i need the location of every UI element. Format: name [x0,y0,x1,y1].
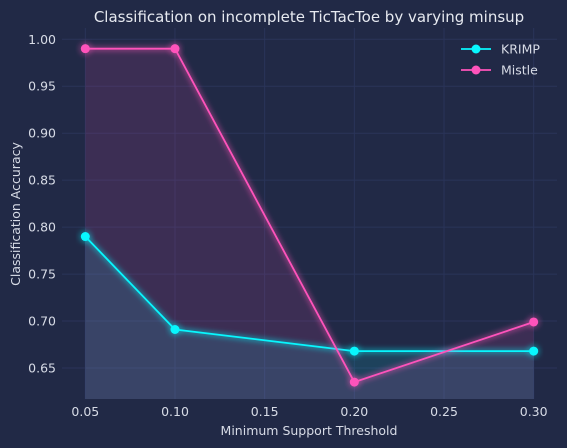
y-tick-label: 0.85 [28,173,56,188]
data-point-mistle [80,44,90,54]
legend-label-krimp: KRIMP [501,42,540,57]
chart-title: Classification on incomplete TicTacToe b… [94,8,524,26]
legend-item-krimp: KRIMP [461,42,540,57]
series-lines [83,45,535,386]
data-point-mistle [349,377,359,387]
data-point-mistle [529,317,539,327]
x-tick-label: 0.25 [430,404,458,419]
data-point-krimp [170,324,180,334]
x-tick-label: 0.20 [340,404,368,419]
y-tick-label: 0.70 [28,314,56,329]
legend-label-mistle: Mistle [501,63,538,78]
data-point-krimp [529,346,539,356]
legend-marker-krimp [471,44,481,54]
x-tick-label: 0.05 [71,404,99,419]
legend-marker-mistle [471,65,481,75]
x-tick-label: 0.15 [251,404,279,419]
y-tick-label: 0.95 [28,79,56,94]
series-line-mistle [85,47,534,384]
data-point-krimp [80,232,90,242]
y-tick-label: 0.75 [28,267,56,282]
x-tick-label: 0.10 [161,404,189,419]
y-axis-label: Classification Accuracy [8,142,23,286]
legend: KRIMP Mistle [461,42,540,78]
y-tick-label: 0.90 [28,126,56,141]
x-axis-label: Minimum Support Threshold [221,423,398,438]
data-point-krimp [349,346,359,356]
plot-area [62,28,557,399]
y-tick-label: 0.80 [28,220,56,235]
x-axis-ticks: 0.05 0.10 0.15 0.20 0.25 0.30 [71,404,547,419]
y-axis-ticks: 0.65 0.70 0.75 0.80 0.85 0.90 0.95 1.00 [28,32,56,376]
legend-item-mistle: Mistle [461,63,538,78]
y-tick-label: 0.65 [28,361,56,376]
series-points [78,41,541,390]
data-point-mistle [170,44,180,54]
series-area-mistle [85,48,534,399]
x-tick-label: 0.30 [520,404,548,419]
y-tick-label: 1.00 [28,32,56,47]
